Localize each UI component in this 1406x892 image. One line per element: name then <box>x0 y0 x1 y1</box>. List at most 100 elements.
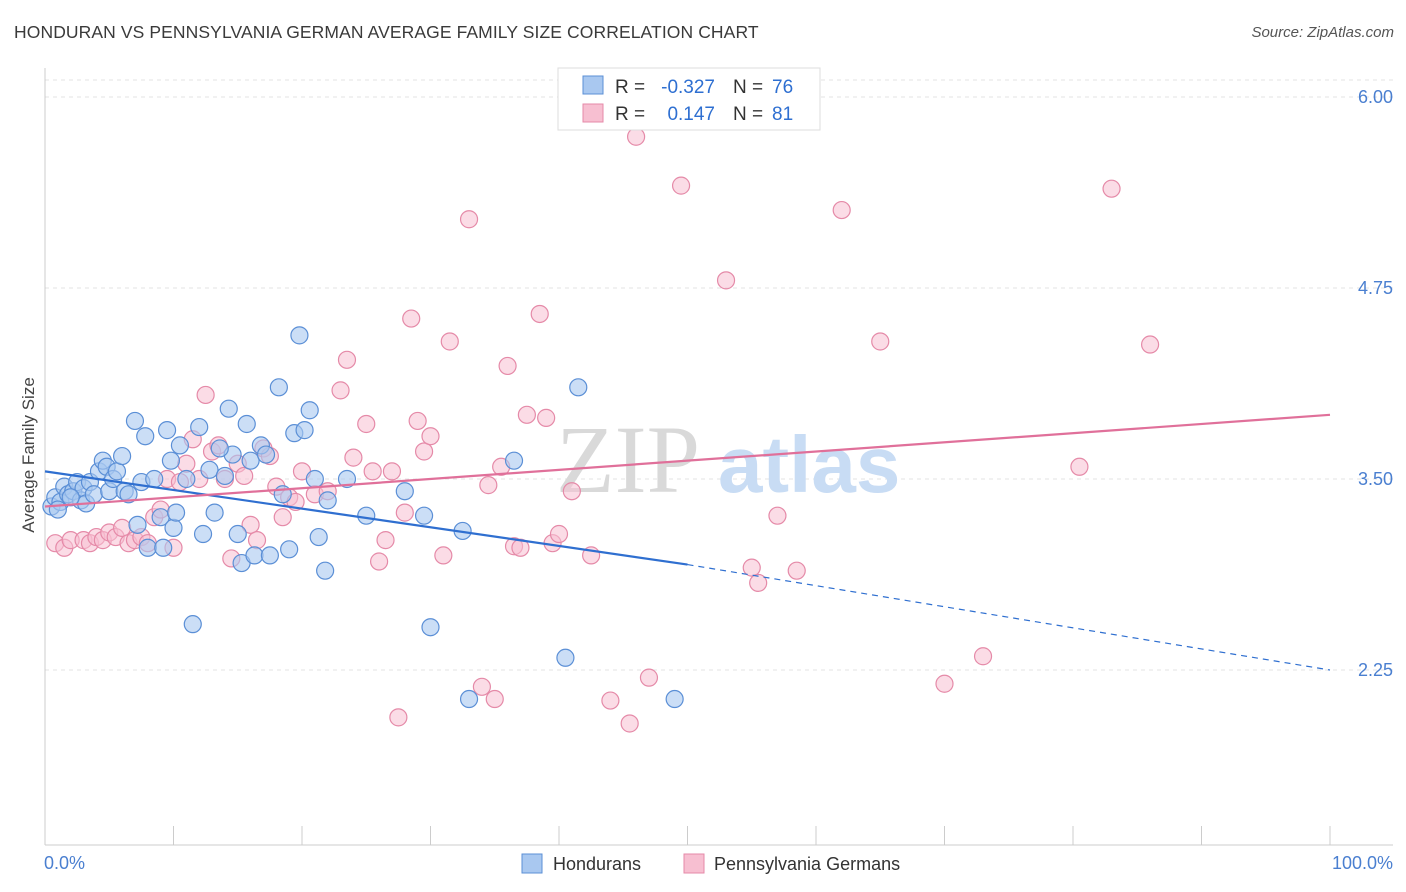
pa-german-point-28 <box>235 466 254 486</box>
honduran-point-57 <box>305 469 324 489</box>
pa-german-point-45 <box>370 552 389 571</box>
honduran-point-44 <box>237 414 256 434</box>
legend-r-label-2: R = <box>615 104 645 125</box>
honduran-point-55 <box>295 421 314 440</box>
grid-lines <box>45 79 1393 671</box>
honduran-point-22 <box>128 515 147 534</box>
honduran-trend-extension <box>687 563 1331 671</box>
bottom-legend-swatch-pennsylvania-germans <box>683 853 705 874</box>
honduran-point-62 <box>357 506 376 525</box>
pa-german-point-82 <box>935 674 954 693</box>
bottom-legend-label-pennsylvania-germans: Pennsylvania Germans <box>714 854 900 874</box>
pa-german-point-79 <box>787 561 806 580</box>
pa-german-point-73 <box>639 668 659 687</box>
pa-german-point-50 <box>408 411 427 431</box>
honduran-point-45 <box>241 451 260 470</box>
axes <box>44 68 1393 846</box>
pa-german-point-9 <box>112 518 132 537</box>
honduran-trend-line <box>44 470 688 566</box>
honduran-point-18 <box>112 446 132 466</box>
pa-german-point-56 <box>472 677 491 696</box>
pa-german-point-55 <box>459 210 479 229</box>
pa-german-point-43 <box>357 414 376 434</box>
legend-swatch-hondurans <box>582 75 604 95</box>
legend-n-value-1: 76 <box>772 77 793 98</box>
honduran-point-68 <box>504 451 524 470</box>
pa-german-point-41 <box>337 350 357 369</box>
pa-german-point-58 <box>485 689 504 709</box>
honduran-point-75 <box>210 439 229 458</box>
honduran-point-34 <box>183 615 202 634</box>
honduran-point-36 <box>193 524 213 544</box>
pa-german-point-63 <box>517 405 536 424</box>
honduran-point-37 <box>200 460 219 479</box>
x-tick-label-min: 0.0% <box>44 853 85 873</box>
y-tick-label-0: 2.25 <box>1358 660 1393 680</box>
honduran-point-31 <box>166 503 186 522</box>
pa-german-point-54 <box>440 332 459 351</box>
honduran-point-52 <box>280 540 299 559</box>
pa-german-point-52 <box>421 427 440 446</box>
honduran-point-26 <box>145 469 164 489</box>
pa-german-point-87 <box>389 708 408 727</box>
honduran-point-38 <box>205 503 224 522</box>
y-tick-labels: 2.25 3.50 4.75 6.00 <box>1358 87 1393 680</box>
pa-german-point-49 <box>402 309 421 328</box>
pa-german-point-47 <box>382 462 402 481</box>
honduran-point-21 <box>125 411 145 431</box>
pa-german-trend-line <box>44 413 1331 508</box>
y-axis-label: Average Family Size <box>19 377 38 533</box>
pa-german-point-29 <box>241 515 260 534</box>
honduran-point-64 <box>414 506 434 525</box>
honduran-point-73 <box>61 488 80 507</box>
honduran-point-72 <box>48 500 67 519</box>
honduran-point-61 <box>337 469 357 489</box>
honduran-point-30 <box>164 518 183 537</box>
honduran-point-59 <box>316 561 335 580</box>
pa-german-point-34 <box>273 508 292 527</box>
pa-german-point-72 <box>626 127 646 146</box>
pa-german-point-22 <box>196 385 215 405</box>
honduran-point-58 <box>309 527 328 547</box>
honduran-point-67 <box>459 689 479 709</box>
honduran-point-42 <box>228 524 247 544</box>
chart-title: HONDURAN VS PENNSYLVANIA GERMAN AVERAGE … <box>14 22 759 42</box>
pa-german-point-78 <box>768 506 787 525</box>
honduran-point-65 <box>421 618 440 637</box>
honduran-point-11 <box>84 485 103 504</box>
pa-german-point-75 <box>716 271 736 290</box>
bottom-legend-label-hondurans: Hondurans <box>553 854 641 874</box>
pa-german-point-76 <box>742 558 761 577</box>
honduran-point-40 <box>219 399 238 418</box>
pa-german-point-68 <box>562 482 581 501</box>
honduran-point-46 <box>245 546 264 565</box>
pa-german-point-85 <box>1102 179 1121 198</box>
honduran-point-49 <box>260 546 279 565</box>
series-legend: Hondurans Pennsylvania Germans <box>521 853 900 874</box>
pa-german-point-19 <box>177 454 196 473</box>
honduran-point-33 <box>177 469 196 489</box>
pa-german-point-46 <box>376 531 395 550</box>
honduran-point-70 <box>569 378 588 397</box>
pa-german-point-44 <box>363 462 382 481</box>
pa-german-point-57 <box>479 476 498 495</box>
pa-german-point-51 <box>414 442 434 461</box>
bottom-legend-swatch-hondurans <box>521 853 543 874</box>
legend-r-value-1: -0.327 <box>661 77 715 98</box>
honduran-point-39 <box>215 466 234 486</box>
x-tick-label-max: 100.0% <box>1332 853 1393 873</box>
pa-german-point-77 <box>749 573 768 593</box>
pa-german-point-67 <box>549 524 569 544</box>
pa-german-point-30 <box>247 531 267 550</box>
pa-german-point-80 <box>832 200 851 220</box>
legend-r-value-2: 0.147 <box>667 104 715 125</box>
y-tick-label-3: 6.00 <box>1358 87 1393 107</box>
honduran-point-60 <box>318 491 337 510</box>
honduran-point-48 <box>256 445 276 464</box>
series-hondurans <box>42 326 684 709</box>
y-tick-label-2: 4.75 <box>1358 278 1393 298</box>
honduran-point-24 <box>136 427 155 446</box>
honduran-point-20 <box>119 485 138 504</box>
legend-n-value-2: 81 <box>772 104 793 125</box>
